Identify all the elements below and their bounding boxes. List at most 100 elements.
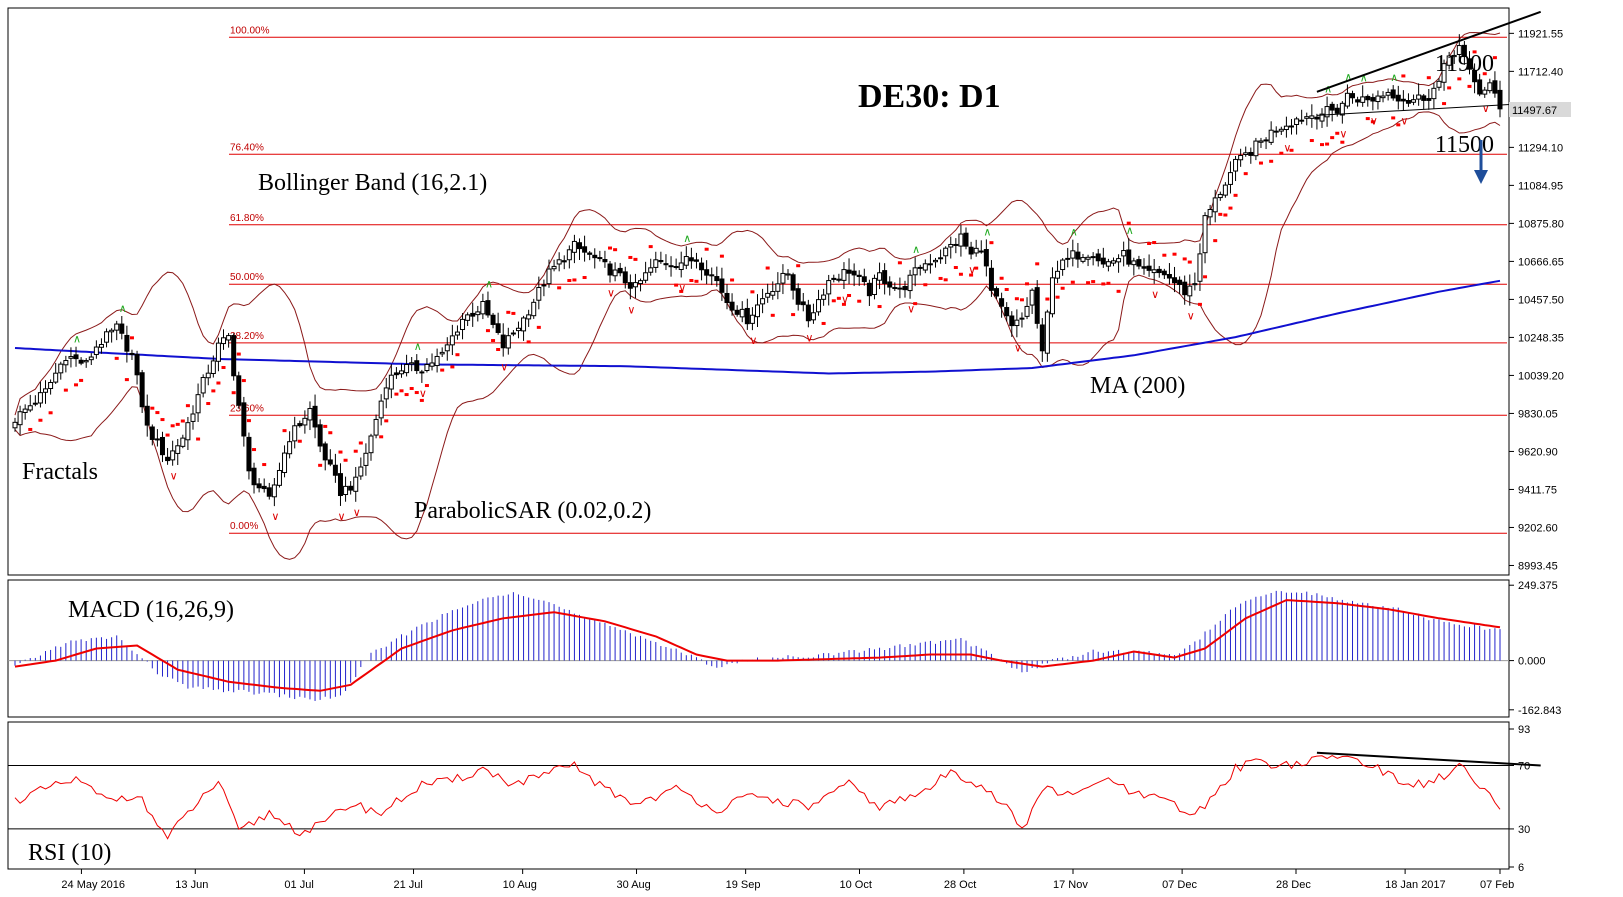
y-tick-label: 10666.65: [1518, 256, 1564, 268]
candle-body: [271, 484, 277, 498]
candle-body: [144, 405, 150, 426]
sar-dot: [1289, 148, 1294, 152]
sar-dot: [236, 352, 241, 356]
sar-dot: [750, 290, 755, 294]
candle-body: [317, 424, 323, 447]
sar-dot: [241, 379, 246, 383]
candle-body: [373, 418, 379, 436]
candle-body: [1339, 102, 1345, 116]
candle-body: [175, 445, 181, 454]
candle-body: [907, 274, 913, 292]
candle-body: [561, 260, 567, 263]
candle-body: [1177, 279, 1183, 285]
candle-body: [638, 280, 644, 285]
candle-body: [724, 292, 730, 304]
sar-dot: [608, 246, 613, 250]
candle-body: [861, 276, 867, 283]
sar-dot: [1070, 280, 1075, 284]
candle-body: [892, 287, 898, 290]
sar-dot: [1330, 136, 1335, 140]
sar-dot: [175, 422, 180, 426]
candle-body: [1085, 256, 1091, 260]
fib-label: 38.20%: [230, 331, 264, 342]
sar-dot: [160, 418, 165, 422]
rsi-panel: [7, 721, 1510, 870]
candle-body: [1034, 287, 1040, 324]
candle-body: [475, 311, 481, 316]
bollinger-upper: [14, 31, 1501, 416]
candle-body: [429, 362, 435, 367]
y-tick-label: 249.375: [1518, 580, 1558, 592]
fractal-down: ∨: [337, 510, 345, 523]
candle-body: [1268, 129, 1274, 143]
candle-body: [1222, 184, 1228, 196]
candle-body: [246, 436, 252, 472]
y-tick-label: 9202.60: [1518, 522, 1558, 534]
candle-body: [1350, 93, 1356, 99]
y-tick-label: 70: [1518, 760, 1530, 772]
fractal-down: ∨: [678, 281, 686, 294]
candle-body: [149, 426, 155, 440]
candle-body: [414, 360, 420, 372]
sar-dot: [536, 325, 541, 329]
sar-dot: [496, 347, 501, 351]
candle-body: [1405, 99, 1411, 104]
macd-panel: [7, 579, 1510, 718]
candle-body: [541, 284, 547, 287]
fractal-up: ∧: [1390, 71, 1398, 84]
candle-body: [973, 247, 979, 254]
sar-dot: [231, 391, 236, 395]
fractal-up: ∧: [983, 225, 991, 238]
sar-dot: [124, 378, 129, 382]
sar-dot: [79, 378, 84, 382]
sar-dot: [394, 392, 399, 396]
candle-body: [877, 272, 883, 281]
candle-body: [749, 314, 755, 324]
candle-body: [104, 331, 110, 343]
candle-body: [882, 270, 888, 284]
candle-body: [922, 263, 928, 271]
candle-body: [119, 323, 125, 334]
candle-body: [1090, 256, 1096, 259]
sar-dot: [1055, 295, 1060, 299]
candle-body: [1461, 44, 1467, 58]
sar-dot: [1472, 50, 1477, 54]
candle-body: [1095, 253, 1101, 262]
sar-dot: [831, 299, 836, 303]
candle-body: [1248, 151, 1254, 156]
y-tick-label: 9620.90: [1518, 446, 1558, 458]
y-tick-label: 8993.45: [1518, 560, 1558, 572]
sar-dot: [821, 321, 826, 325]
fractal-up: ∧: [485, 278, 493, 291]
fractal-up: ∧: [414, 340, 422, 353]
candle-body: [1156, 268, 1162, 274]
fractal-up: ∧: [73, 333, 81, 346]
fractal-up: ∧: [1360, 71, 1368, 84]
sar-dot: [1442, 102, 1447, 106]
sar-dot: [450, 365, 455, 369]
candle-body: [1319, 113, 1325, 122]
sar-dot: [170, 424, 175, 428]
x-tick-label: 18 Jan 2017: [1385, 879, 1446, 891]
sar-dot: [1218, 212, 1223, 216]
candle-body: [139, 372, 145, 408]
candle-body: [963, 232, 969, 247]
chart-title: DE30: D1: [858, 78, 1001, 115]
sar-dot: [206, 402, 211, 406]
sar-dot: [974, 266, 979, 270]
candle-body: [1131, 260, 1137, 266]
sar-dot: [704, 247, 709, 251]
candle-body: [592, 254, 598, 259]
x-tick-label: 19 Sep: [726, 879, 761, 891]
x-tick-label: 21 Jul: [394, 879, 423, 891]
candle-body: [505, 335, 511, 349]
candle-body: [449, 335, 455, 346]
candle-body: [1441, 63, 1447, 83]
candle-body: [424, 363, 430, 372]
sar-dot: [409, 386, 414, 390]
main-panel: [7, 7, 1510, 576]
candle-body: [744, 307, 750, 325]
x-tick-label: 07 Feb: [1480, 879, 1514, 891]
sar-dot: [857, 299, 862, 303]
candle-body: [388, 374, 394, 390]
